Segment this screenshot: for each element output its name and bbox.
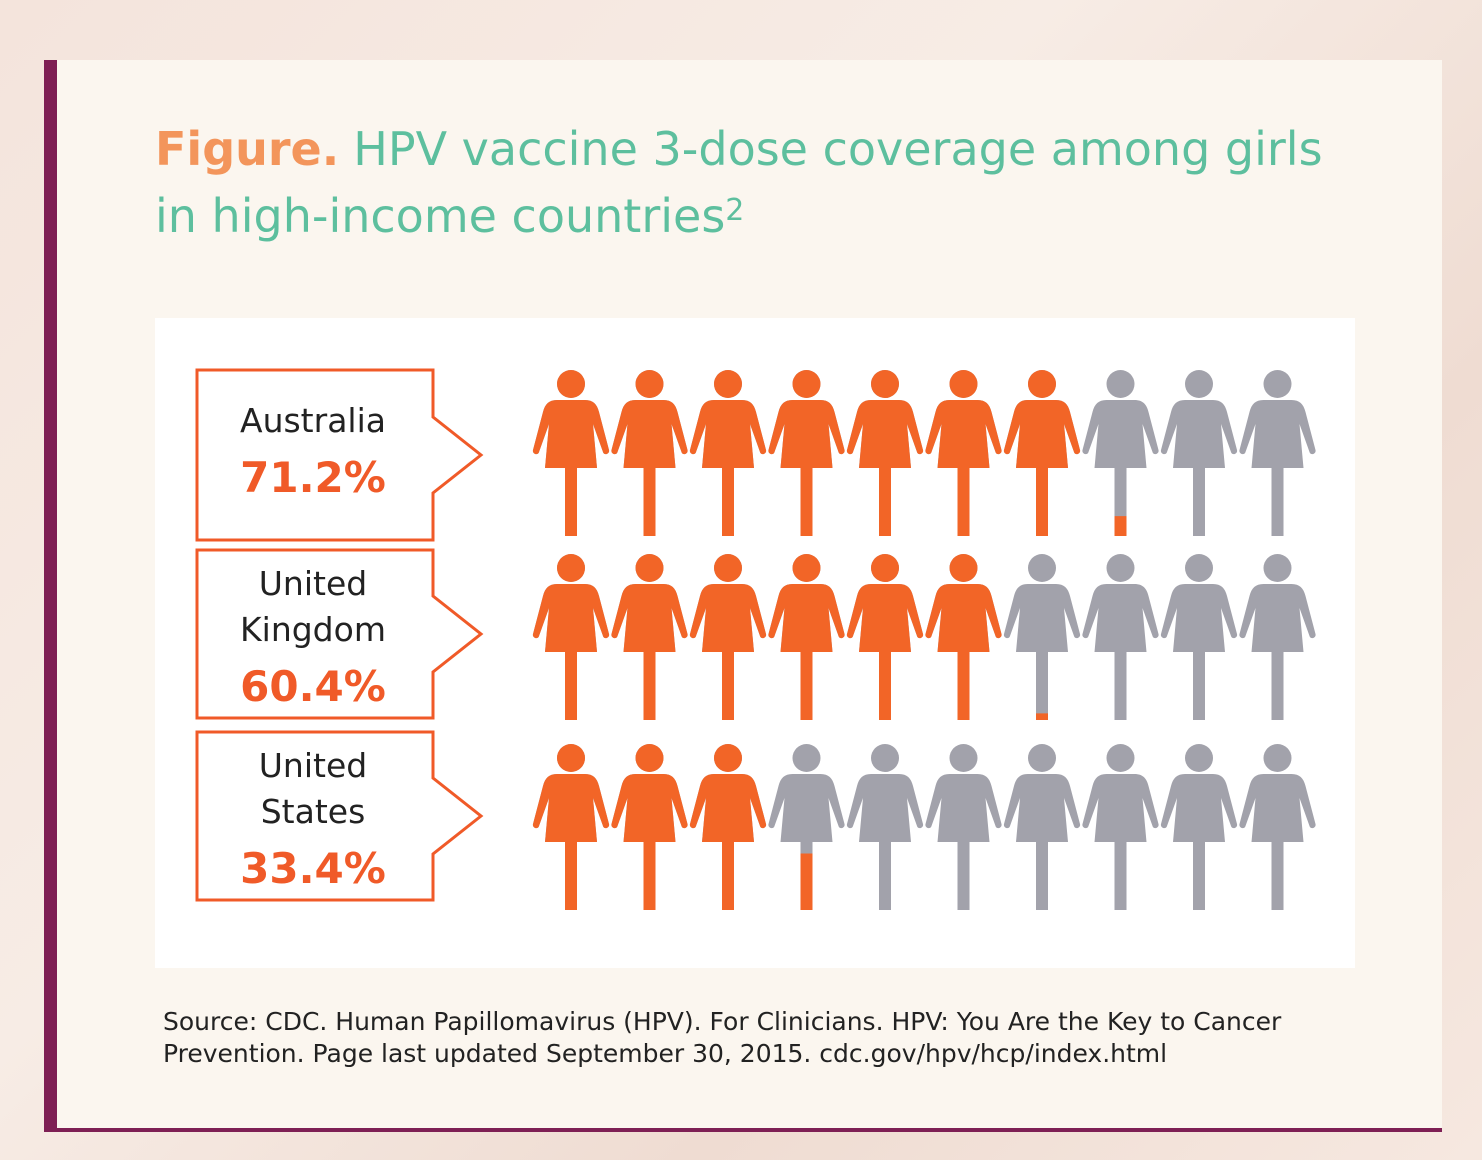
- person-icon: [611, 744, 688, 910]
- footnote-mark: 2: [725, 193, 745, 228]
- person-icon: [925, 370, 1002, 536]
- person-icon: [1003, 370, 1081, 536]
- label-box-united-states: [195, 730, 484, 902]
- person-icon: [532, 370, 610, 536]
- person-icon: [1003, 554, 1081, 720]
- value-label: 71.2%: [240, 453, 386, 502]
- source-note: Source: CDC. Human Papillomavirus (HPV).…: [163, 1007, 1282, 1068]
- chart-panel: Australia 71.2% United Kingdom 60.4% United St…: [155, 318, 1355, 968]
- person-icon: [611, 554, 688, 720]
- label-box-united-kingdom: [195, 548, 484, 720]
- value-label: 60.4%: [240, 662, 386, 711]
- person-icon: [532, 554, 610, 720]
- person-icon: [1082, 554, 1159, 720]
- person-icon: [689, 744, 767, 910]
- person-icon: [768, 554, 845, 720]
- person-icon: [846, 370, 924, 536]
- person-icon: [1239, 744, 1316, 910]
- person-icon: [1160, 370, 1238, 536]
- figure-title-text: HPV vaccine 3-dose coverage among girls …: [155, 122, 1323, 243]
- pictogram-chart: Australia 71.2% United Kingdom 60.4% United St…: [195, 368, 1316, 910]
- figure-title: Figure. HPV vaccine 3-dose coverage among…: [155, 118, 1375, 247]
- person-icon: [1082, 744, 1159, 910]
- country-label: United: [259, 564, 367, 603]
- person-icon: [925, 554, 1002, 720]
- person-icon: [846, 744, 924, 910]
- person-icon: [1003, 744, 1081, 910]
- country-label: United: [259, 746, 367, 785]
- person-icon: [1160, 744, 1238, 910]
- person-icon: [1239, 554, 1316, 720]
- person-icon: [768, 744, 845, 910]
- person-icon: [689, 370, 767, 536]
- person-icon: [532, 744, 610, 910]
- country-label: Kingdom: [240, 610, 386, 649]
- person-icon: [611, 370, 688, 536]
- person-icon: [689, 554, 767, 720]
- person-icon: [1082, 370, 1159, 536]
- figure-lead: Figure.: [155, 122, 340, 176]
- person-icon: [1239, 370, 1316, 536]
- person-icon: [925, 744, 1002, 910]
- figure-card: Figure. HPV vaccine 3-dose coverage among…: [44, 60, 1442, 1132]
- person-icon: [1160, 554, 1238, 720]
- person-icon: [846, 554, 924, 720]
- label-box-australia: [195, 368, 484, 542]
- country-label: Australia: [240, 401, 386, 440]
- country-label: States: [261, 792, 366, 831]
- value-label: 33.4%: [240, 844, 386, 893]
- person-icon: [768, 370, 845, 536]
